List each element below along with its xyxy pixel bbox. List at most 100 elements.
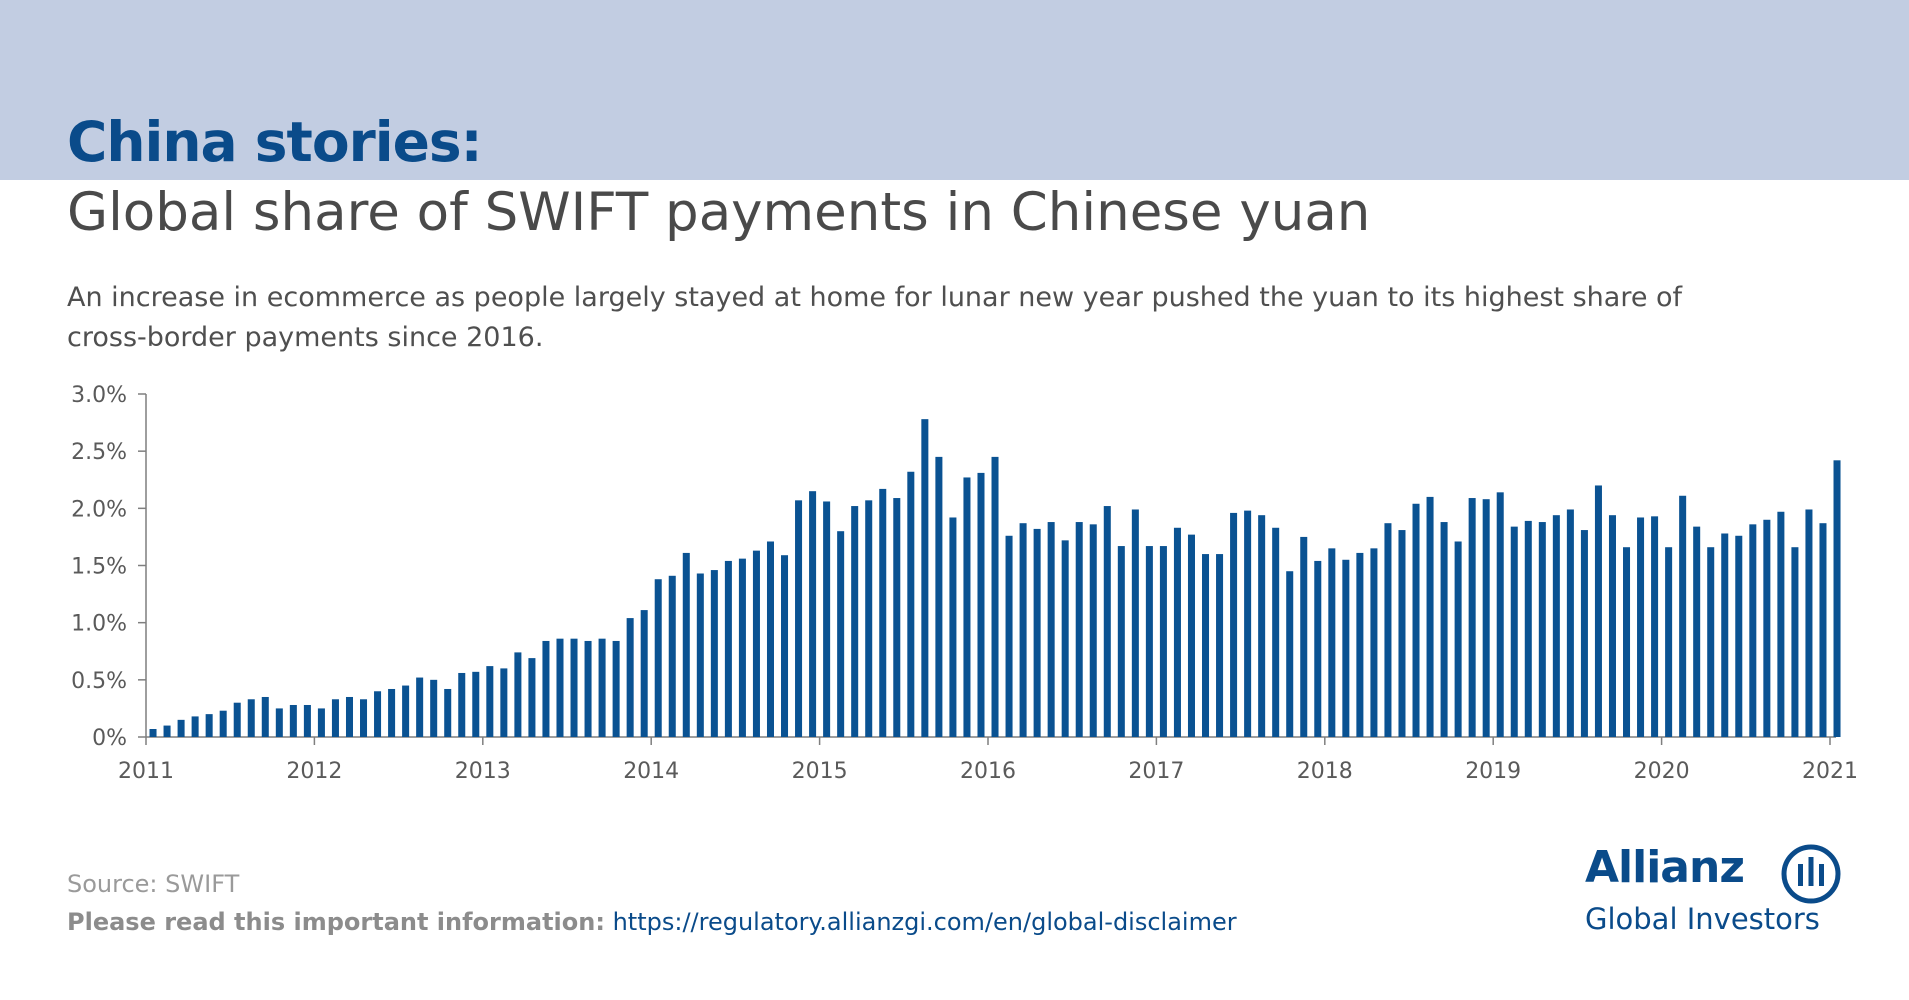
chart-bar bbox=[275, 708, 283, 737]
chart-bar bbox=[1693, 526, 1701, 737]
chart-bar bbox=[1314, 560, 1322, 737]
chart-bar bbox=[360, 699, 368, 737]
chart-bar bbox=[1286, 571, 1294, 737]
chart-bar bbox=[1496, 492, 1504, 737]
chart-bar bbox=[654, 579, 662, 737]
chart-bar bbox=[1272, 527, 1280, 737]
chart-bar bbox=[795, 500, 803, 737]
chart-bar bbox=[598, 638, 606, 737]
x-tick-label: 2020 bbox=[1634, 759, 1690, 784]
chart-bar bbox=[570, 638, 578, 737]
chart-bar bbox=[374, 691, 382, 737]
chart-bar bbox=[444, 688, 452, 737]
chart-bar bbox=[528, 658, 536, 737]
chart-bar bbox=[1061, 540, 1069, 737]
chart-bar bbox=[907, 471, 915, 737]
chart-bar bbox=[640, 610, 648, 737]
chart-bar bbox=[430, 679, 438, 737]
chart-bar bbox=[1089, 524, 1097, 737]
chart-bar bbox=[823, 501, 831, 737]
chart-bar bbox=[682, 552, 690, 737]
x-tick-label: 2013 bbox=[455, 759, 511, 784]
chart-bar bbox=[247, 699, 255, 737]
chart-bar bbox=[738, 558, 746, 737]
chart-bar bbox=[1005, 535, 1013, 737]
chart-bar bbox=[542, 640, 550, 737]
x-tick-label: 2011 bbox=[118, 759, 174, 784]
chart-bar bbox=[1342, 559, 1350, 737]
x-tick-label: 2016 bbox=[960, 759, 1016, 784]
y-tick-label: 1.5% bbox=[71, 555, 127, 580]
chart-bar bbox=[949, 517, 957, 737]
chart-bar bbox=[233, 702, 241, 737]
chart-bar bbox=[1707, 547, 1715, 737]
chart-bar bbox=[1791, 547, 1799, 737]
chart-bar bbox=[865, 500, 873, 737]
chart-bar bbox=[1159, 546, 1167, 737]
chart-bar bbox=[458, 672, 466, 737]
chart-bar bbox=[752, 550, 760, 737]
chart-bar bbox=[1679, 495, 1687, 737]
chart-bar bbox=[963, 477, 971, 737]
chart-bar bbox=[1033, 528, 1041, 737]
chart-bar bbox=[1566, 509, 1574, 737]
chart-bar bbox=[1384, 523, 1392, 737]
logo-tagline: Global Investors bbox=[1585, 902, 1820, 936]
bar-chart: 0% 0.5% 1.0% 1.5% 2.0% 2.5% 3.0% 2011 2012 2013 20… bbox=[71, 383, 1858, 784]
chart-bar bbox=[1131, 509, 1139, 737]
chart-bar bbox=[1833, 460, 1841, 737]
chart-bar bbox=[402, 685, 410, 737]
chart-bar bbox=[1356, 552, 1364, 737]
chart-bar bbox=[261, 696, 269, 737]
y-tick-label: 1.0% bbox=[71, 612, 127, 637]
chart-bar bbox=[1117, 546, 1125, 737]
chart-subtitle: Global share of SWIFT payments in Chines… bbox=[67, 182, 1371, 243]
chart-bar bbox=[1538, 522, 1546, 737]
y-tick-label: 2.0% bbox=[71, 497, 127, 522]
y-tick-label: 3.0% bbox=[71, 383, 127, 408]
chart-bar bbox=[149, 729, 157, 737]
chart-bar bbox=[514, 652, 522, 737]
chart-bar bbox=[1454, 541, 1462, 737]
chart-bar bbox=[1230, 512, 1238, 737]
disclaimer-label: Please read this important information: bbox=[67, 908, 605, 936]
chart-bar bbox=[1468, 498, 1476, 737]
chart-bar bbox=[1623, 547, 1631, 737]
chart-bar bbox=[388, 688, 396, 737]
chart-bar bbox=[696, 573, 704, 737]
chart-bar bbox=[781, 555, 789, 737]
chart-bar bbox=[612, 640, 620, 737]
chart-bar bbox=[1398, 530, 1406, 737]
chart-bar bbox=[1244, 510, 1252, 737]
y-tick-label: 0.5% bbox=[71, 669, 127, 694]
chart-bar bbox=[191, 716, 199, 737]
logo-wordmark: Allianz bbox=[1585, 842, 1745, 893]
chart-bar bbox=[977, 472, 985, 737]
chart-bar bbox=[1258, 515, 1266, 737]
chart-bar bbox=[893, 498, 901, 737]
chart-bar bbox=[1145, 546, 1153, 737]
chart-bar bbox=[1665, 547, 1673, 737]
chart-bar bbox=[1300, 536, 1308, 737]
chart-bar bbox=[317, 708, 325, 737]
x-tick-label: 2014 bbox=[623, 759, 679, 784]
chart-bar bbox=[500, 668, 508, 737]
chart-bar bbox=[1552, 515, 1560, 737]
chart-bar bbox=[1651, 516, 1659, 737]
x-tick-label: 2019 bbox=[1465, 759, 1521, 784]
chart-bar bbox=[1202, 554, 1210, 737]
x-tick-label: 2015 bbox=[792, 759, 848, 784]
header-band bbox=[0, 0, 1909, 180]
x-tick-label: 2012 bbox=[286, 759, 342, 784]
chart-bar bbox=[1763, 519, 1771, 737]
disclaimer-link[interactable]: https://regulatory.allianzgi.com/en/glob… bbox=[612, 908, 1237, 936]
chart-bar bbox=[584, 640, 592, 737]
chart-bar bbox=[1328, 548, 1336, 737]
chart-bar bbox=[935, 456, 943, 737]
chart-bar bbox=[710, 570, 718, 737]
chart-bar bbox=[626, 618, 634, 737]
chart-bar bbox=[766, 541, 774, 737]
chart-bar bbox=[177, 719, 185, 737]
allianz-logo: Allianz Global Investors bbox=[1585, 842, 1845, 942]
chart-bar bbox=[1524, 520, 1532, 737]
